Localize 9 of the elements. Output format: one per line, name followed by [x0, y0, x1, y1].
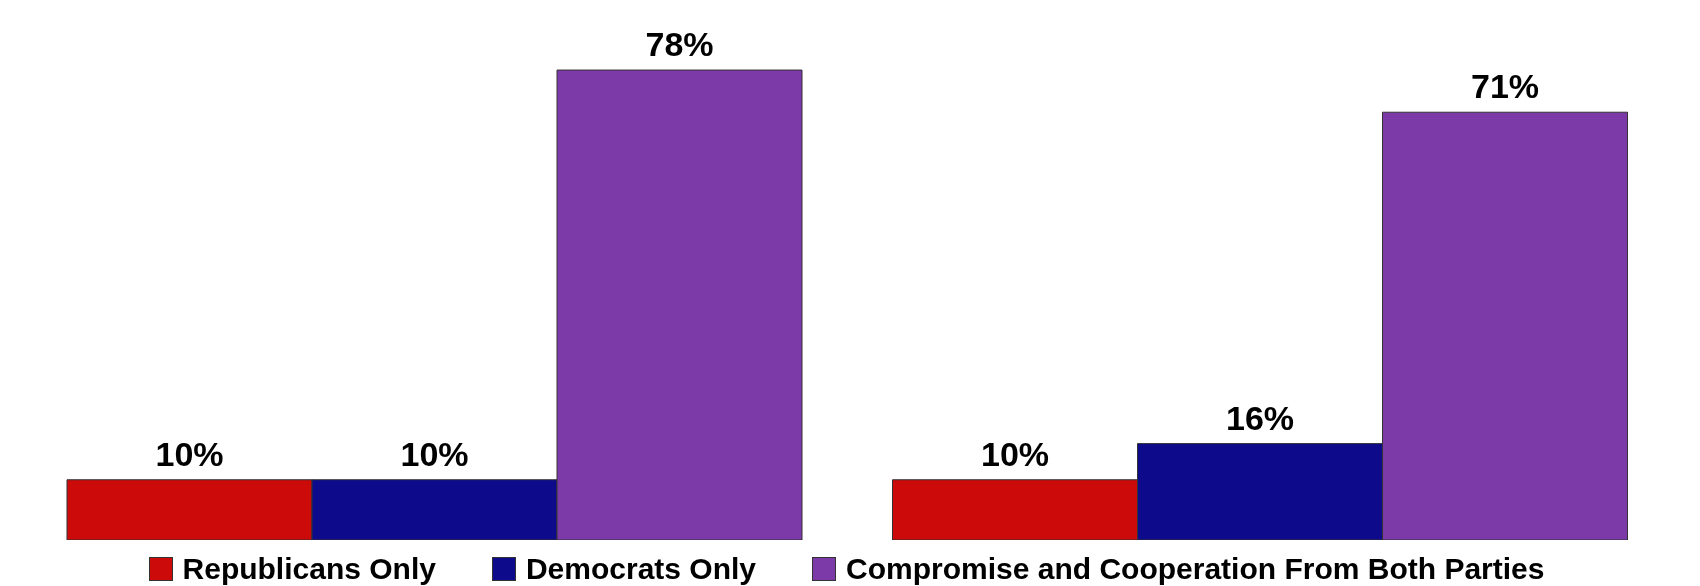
data-label: 10% [980, 434, 1050, 473]
data-label: 16% [1225, 398, 1295, 437]
legend-label: Democrats Only [525, 552, 757, 586]
data-label: 10% [400, 434, 469, 473]
data-label: 71% [1470, 67, 1540, 106]
legend-label: Compromise and Cooperation From Both Parties [846, 552, 1545, 586]
data-label: 78% [645, 25, 714, 64]
data-label: 10% [155, 434, 224, 473]
legend-label: Republicans Only [182, 552, 436, 586]
